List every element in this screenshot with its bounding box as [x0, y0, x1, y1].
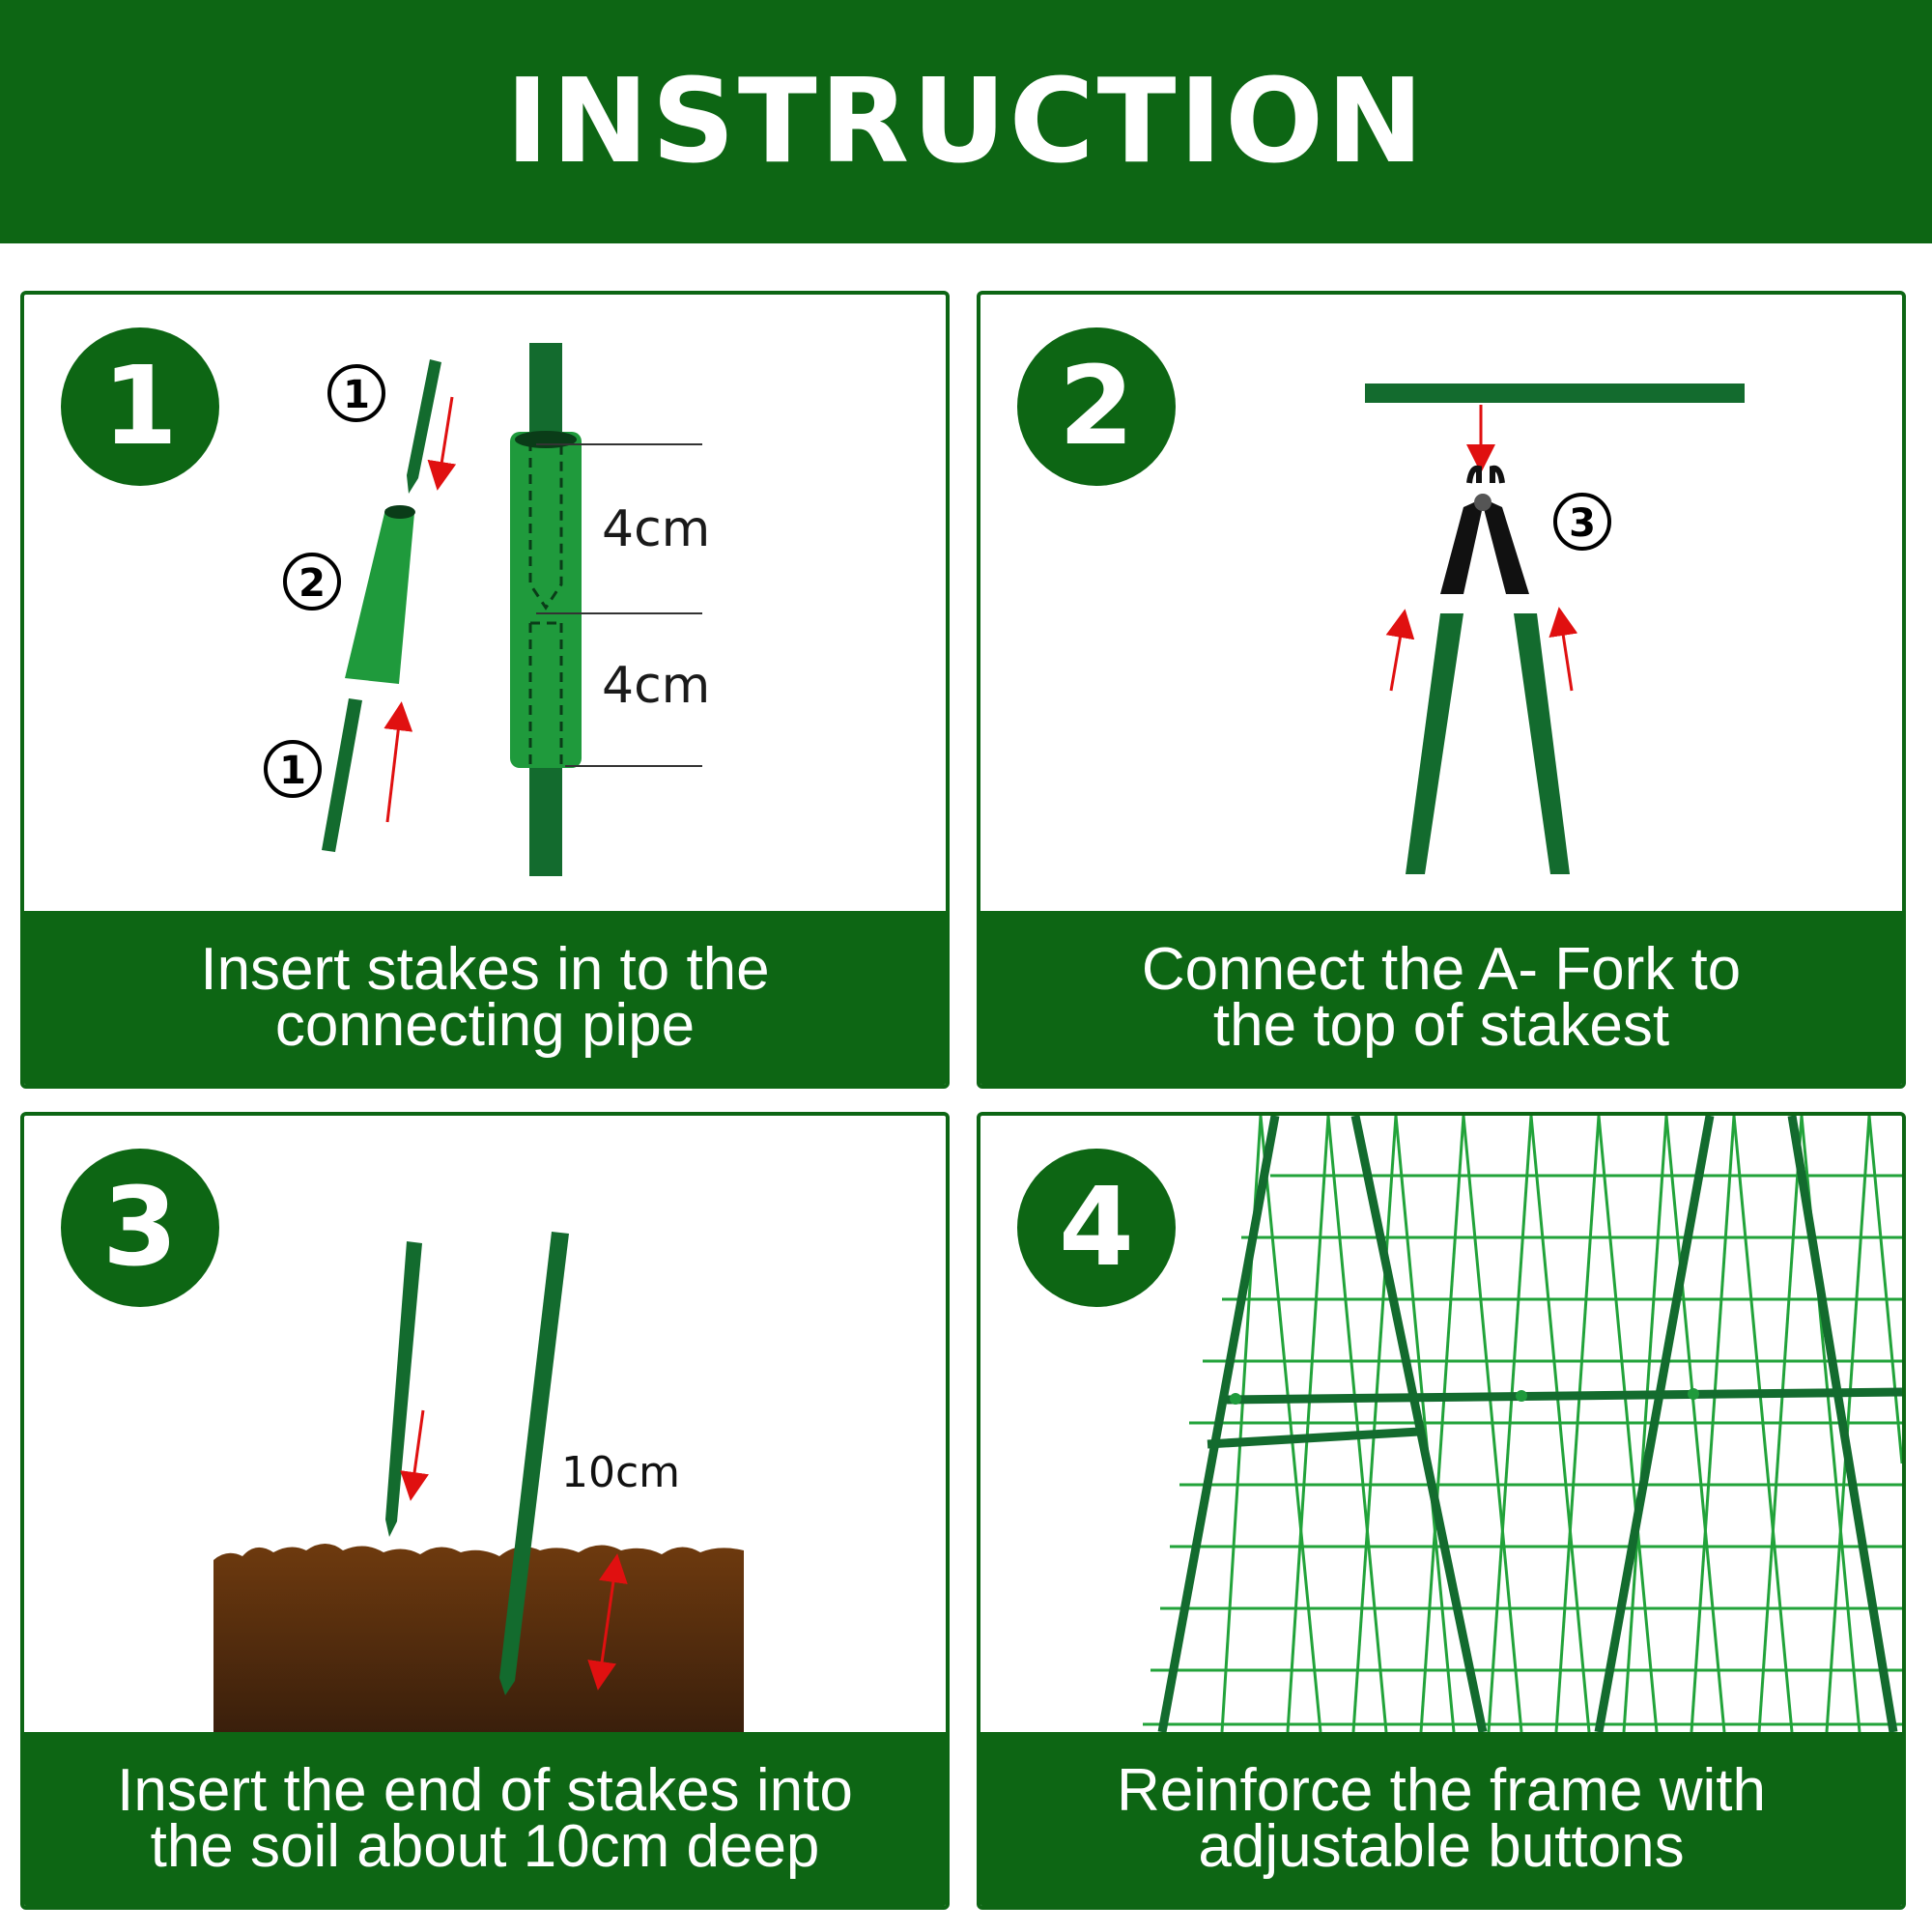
step-3-illustration: 10cm 3	[24, 1116, 946, 1732]
depth-arrow	[587, 1553, 628, 1690]
left-up-arrow	[1385, 609, 1415, 692]
step-3-panel: 10cm 3 Insert the end of stakes into the…	[20, 1112, 950, 1910]
step-1-panel: 1 2 1 4cm 4cm 1 Insert	[20, 291, 950, 1089]
label-pipe: 2	[283, 553, 341, 611]
step-4-caption: Reinforce the frame with adjustable butt…	[980, 1732, 1902, 1906]
connecting-pipe	[345, 509, 414, 684]
trellis-frame	[1157, 1116, 1902, 1732]
step-1-badge: 1	[61, 327, 219, 486]
step-4-badge: 4	[1017, 1149, 1176, 1307]
upper-stake	[407, 359, 441, 494]
step-2-caption: Connect the A- Fork to the top of stakes…	[980, 911, 1902, 1085]
down-arrow	[400, 1409, 429, 1501]
step-4-caption-line-2: adjustable buttons	[1198, 1813, 1685, 1880]
top-crossbar	[1365, 384, 1745, 403]
label-pipe-text: 2	[298, 561, 326, 606]
step-2-illustration: 3 2	[980, 295, 1902, 911]
step-4-diagram	[1143, 1116, 1902, 1732]
dimension-bottom-label: 4cm	[602, 657, 710, 715]
lower-stake	[322, 698, 362, 852]
step-2-caption-line-1: Connect the A- Fork to	[1141, 936, 1742, 1003]
step-3-caption-line-1: Insert the end of stakes into	[117, 1757, 853, 1824]
step-3-caption: Insert the end of stakes into the soil a…	[24, 1732, 946, 1906]
adjustable-buttons	[1230, 1388, 1699, 1405]
dimension-top-label: 4cm	[602, 500, 710, 558]
page-title: INSTRUCTION	[505, 54, 1427, 189]
step-2-panel: 3 2 Connect the A- Fork to the top of st…	[977, 291, 1906, 1089]
step-3-diagram: 10cm	[213, 1232, 744, 1732]
down-arrow	[427, 396, 457, 491]
header-banner: INSTRUCTION	[0, 0, 1932, 243]
step-1-caption: Insert stakes in to the connecting pipe	[24, 911, 946, 1085]
step-3-caption-line-2: the soil about 10cm deep	[150, 1813, 820, 1880]
step-4-caption-line-1: Reinforce the frame with	[1117, 1757, 1766, 1824]
label-stake-top-text: 1	[343, 373, 370, 417]
right-stake	[1514, 613, 1570, 874]
inner-stake-outline	[528, 441, 563, 768]
step-4-illustration: 4	[980, 1116, 1902, 1732]
soil	[213, 1544, 744, 1732]
assembled-pipe	[510, 432, 582, 768]
label-fork-text: 3	[1569, 501, 1596, 546]
assembled-pipe-opening	[515, 431, 577, 448]
label-fork: 3	[1553, 493, 1611, 551]
step-1-illustration: 1 2 1 4cm 4cm 1	[24, 295, 946, 911]
up-arrow	[384, 701, 413, 823]
label-stake-bottom-text: 1	[279, 749, 306, 793]
depth-label: 10cm	[561, 1448, 680, 1497]
step-1-caption-line-1: Insert stakes in to the	[200, 936, 770, 1003]
assembled-stake-bottom	[529, 760, 562, 876]
step-3-badge: 3	[61, 1149, 219, 1307]
label-stake-top: 1	[327, 364, 385, 422]
step-2-badge: 2	[1017, 327, 1176, 486]
right-up-arrow	[1548, 607, 1578, 692]
left-stake	[1406, 613, 1463, 874]
step-1-diagram: 1 2 1 4cm 4cm	[264, 343, 710, 876]
stake-falling	[385, 1241, 422, 1537]
pipe-opening	[384, 505, 415, 519]
trellis-mesh	[1143, 1116, 1902, 1732]
step-1-caption-line-2: connecting pipe	[274, 992, 696, 1059]
a-fork	[1440, 465, 1529, 594]
step-2-diagram: 3	[1365, 384, 1745, 874]
stake-inserted	[499, 1232, 569, 1695]
step-4-panel: 4 Reinforce the frame with adjustable bu…	[977, 1112, 1906, 1910]
label-stake-bottom: 1	[264, 740, 322, 798]
step-2-caption-line-2: the top of stakest	[1212, 992, 1670, 1059]
